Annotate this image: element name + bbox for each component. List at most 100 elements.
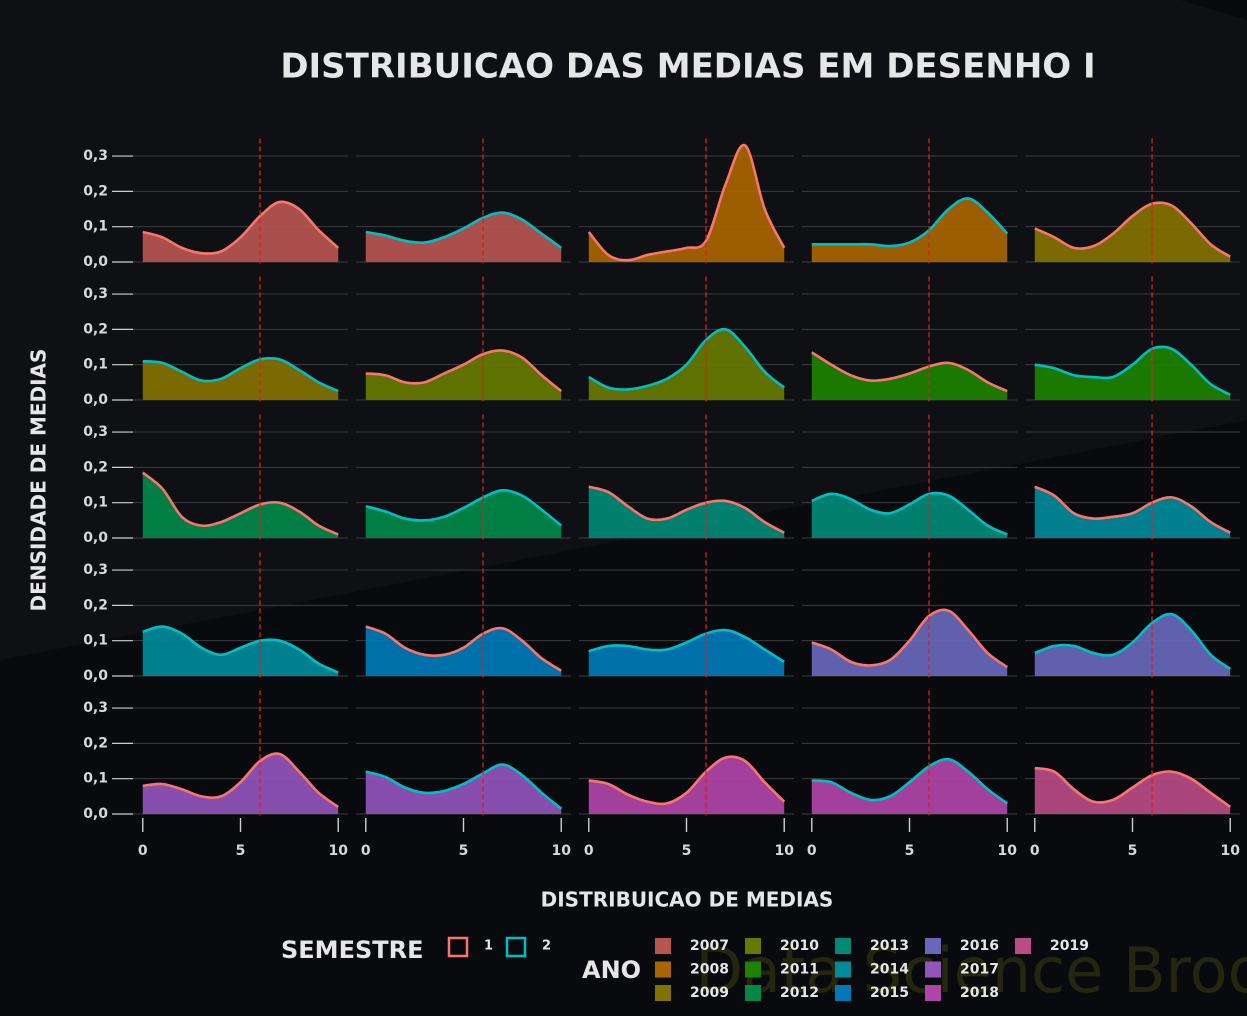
- x-tick-label: 0: [1030, 843, 1040, 859]
- x-tick-label: 10: [551, 843, 571, 859]
- x-tick-label: 5: [459, 843, 469, 859]
- y-tick-label: 0,1: [83, 633, 108, 649]
- density-line: [1034, 485, 1231, 534]
- y-tick-label: 0,2: [83, 183, 108, 199]
- y-tick-label: 0,0: [83, 668, 108, 684]
- y-tick-label: 0,1: [83, 219, 108, 235]
- density-line: [1034, 345, 1231, 396]
- density-area: [142, 201, 339, 262]
- density-line: [811, 757, 1008, 805]
- density-area: [1034, 768, 1231, 814]
- legend-key: [505, 936, 527, 958]
- legend-key: [925, 961, 941, 978]
- density-line: [142, 625, 339, 674]
- legend-label: 2019: [1050, 938, 1089, 954]
- density-area: [365, 490, 562, 538]
- y-tick-label: 0,0: [83, 530, 108, 546]
- density-area: [811, 609, 1008, 676]
- y-tick-label: 0,2: [83, 597, 108, 613]
- x-tick-label: 5: [236, 843, 246, 859]
- legend-label: 2013: [870, 938, 909, 954]
- legend-label: 2017: [960, 962, 999, 978]
- legend-label: 2007: [690, 938, 729, 954]
- chart-title: DISTRIBUICAO DAS MEDIAS EM DESENHO I: [280, 47, 1095, 87]
- density-line: [588, 485, 785, 534]
- density-line: [1034, 201, 1231, 258]
- density-line: [1034, 612, 1231, 671]
- x-tick-label: 10: [328, 843, 348, 859]
- x-tick-label: 0: [807, 843, 817, 859]
- density-area: [811, 352, 1008, 400]
- legend-title: ANO: [582, 956, 641, 984]
- legend-key: [835, 985, 851, 1001]
- legend-key: [655, 938, 671, 954]
- density-line: [142, 356, 339, 393]
- y-tick-label: 0,3: [83, 424, 108, 440]
- x-tick-label: 5: [1128, 843, 1138, 859]
- y-tick-label: 0,3: [83, 562, 108, 578]
- density-area: [365, 626, 562, 676]
- legend-label: 2012: [780, 985, 819, 1001]
- density-line: [1034, 766, 1231, 808]
- density-line: [365, 625, 562, 672]
- density-area: [1034, 614, 1231, 676]
- watermark: Data Science Broon: [695, 934, 1247, 1007]
- legend-key: [447, 936, 469, 958]
- density-line: [365, 489, 563, 527]
- x-tick-label: 10: [997, 843, 1017, 859]
- legend-title: SEMESTRE: [281, 936, 424, 964]
- legend-label: 2008: [690, 962, 729, 978]
- x-tick-label: 10: [774, 843, 794, 859]
- x-tick-label: 5: [682, 843, 692, 859]
- density-line: [811, 351, 1008, 393]
- density-area: [142, 472, 339, 538]
- density-area: [1034, 486, 1231, 538]
- x-tick-label: 0: [584, 843, 594, 859]
- legend-label: 2018: [960, 985, 999, 1001]
- x-axis-label: DISTRIBUICAO DE MEDIAS: [541, 888, 834, 912]
- legend-key: [655, 985, 671, 1001]
- density-area: [588, 486, 785, 538]
- legend-label: 2015: [870, 985, 909, 1001]
- legend-key: [745, 961, 761, 978]
- density-area: [365, 350, 562, 400]
- density-line: [365, 211, 562, 249]
- background-band: [0, 0, 1247, 660]
- density-line: [811, 197, 1009, 248]
- density-area: [588, 145, 785, 262]
- density-area: [1034, 202, 1231, 262]
- density-area: [588, 629, 785, 676]
- density-area: [365, 764, 562, 814]
- density-line: [811, 491, 1008, 536]
- density-line: [588, 628, 785, 663]
- legend-key: [745, 985, 761, 1001]
- density-line: [141, 471, 339, 536]
- y-axis-label: DENSIDADE DE MEDIAS: [27, 349, 51, 612]
- density-line: [588, 327, 786, 391]
- legend-key: [835, 938, 851, 954]
- y-tick-label: 0,3: [83, 286, 108, 302]
- y-tick-label: 0,0: [83, 254, 108, 270]
- legend-key: [655, 961, 671, 978]
- y-tick-label: 0,1: [83, 495, 108, 511]
- x-tick-label: 5: [905, 843, 915, 859]
- x-tick-label: 10: [1220, 843, 1240, 859]
- density-line: [587, 143, 786, 262]
- y-tick-label: 0,2: [83, 735, 108, 751]
- x-tick-label: 0: [138, 843, 148, 859]
- density-line: [811, 608, 1008, 669]
- legend-label: 2016: [960, 938, 999, 954]
- density-area: [811, 198, 1008, 262]
- density-line: [365, 763, 563, 810]
- y-tick-label: 0,3: [83, 700, 108, 716]
- density-area: [1034, 346, 1231, 400]
- density-line: [142, 752, 339, 808]
- legend-label: 2009: [690, 985, 729, 1001]
- density-area: [811, 759, 1008, 814]
- legend-key: [1015, 938, 1031, 954]
- y-tick-label: 0,3: [83, 148, 108, 164]
- x-tick-label: 0: [361, 843, 371, 859]
- density-area: [811, 493, 1008, 538]
- density-area: [365, 212, 562, 262]
- legend-label: 1: [484, 939, 493, 954]
